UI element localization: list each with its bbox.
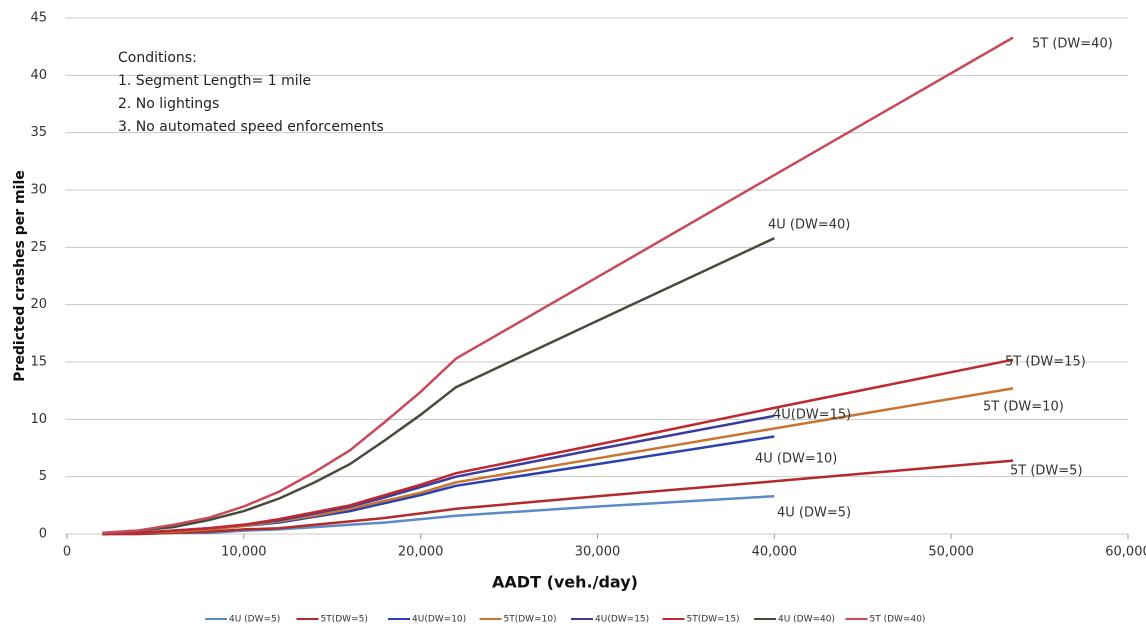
- x-tick-label: 60,000: [1105, 545, 1146, 560]
- x-axis-title: AADT (veh./day): [492, 573, 638, 592]
- legend-label: 4U (DW=5): [229, 615, 280, 625]
- series-annotation: 4U (DW=10): [755, 452, 837, 467]
- series-line: [102, 237, 775, 535]
- x-tick-label: 50,000: [928, 545, 974, 560]
- legend-label: 5T(DW=15): [687, 615, 740, 625]
- y-tick-label: 40: [30, 68, 47, 83]
- y-tick-label: 0: [39, 527, 47, 542]
- y-tick-label: 25: [30, 240, 47, 255]
- series-annotation: 5T (DW=40): [1032, 37, 1113, 52]
- y-tick-label: 45: [30, 11, 47, 26]
- y-tick-label: 20: [30, 297, 47, 312]
- series-annotation: 5T (DW=5): [1010, 464, 1083, 479]
- series-line: [102, 36, 1014, 535]
- y-tick-label: 30: [30, 183, 47, 198]
- legend-label: 4U(DW=10): [412, 615, 466, 625]
- series-line: [102, 459, 1014, 536]
- y-axis-title: Predicted crashes per mile: [12, 170, 28, 382]
- condition-note: 3. No automated speed enforcements: [118, 119, 384, 135]
- series-annotation: 5T (DW=10): [983, 400, 1064, 415]
- x-tick-label: 30,000: [575, 545, 621, 560]
- y-tick-label: 5: [39, 469, 47, 484]
- condition-note: 1. Segment Length= 1 mile: [118, 73, 311, 89]
- series-annotation: 4U (DW=5): [777, 506, 851, 521]
- series-line: [102, 358, 1014, 536]
- legend-label: 5T(DW=10): [504, 615, 557, 625]
- y-tick-label: 10: [30, 412, 47, 427]
- condition-note: 2. No lightings: [118, 96, 219, 112]
- x-tick-label: 10,000: [221, 545, 267, 560]
- legend-label: 4U(DW=15): [595, 615, 649, 625]
- series-annotation: 5T (DW=15): [1005, 355, 1086, 370]
- x-tick-label: 0: [63, 545, 71, 560]
- y-tick-label: 35: [30, 125, 47, 140]
- legend-label: 5T (DW=40): [870, 615, 926, 625]
- y-tick-label: 15: [30, 355, 47, 370]
- series-annotation: 4U(DW=15): [773, 408, 851, 423]
- legend-label: 5T(DW=5): [321, 615, 368, 625]
- x-tick-label: 40,000: [752, 545, 798, 560]
- legend-label: 4U (DW=40): [778, 615, 835, 625]
- series-annotation: 4U (DW=40): [768, 218, 850, 233]
- condition-note: Conditions:: [118, 50, 197, 66]
- x-tick-label: 20,000: [398, 545, 444, 560]
